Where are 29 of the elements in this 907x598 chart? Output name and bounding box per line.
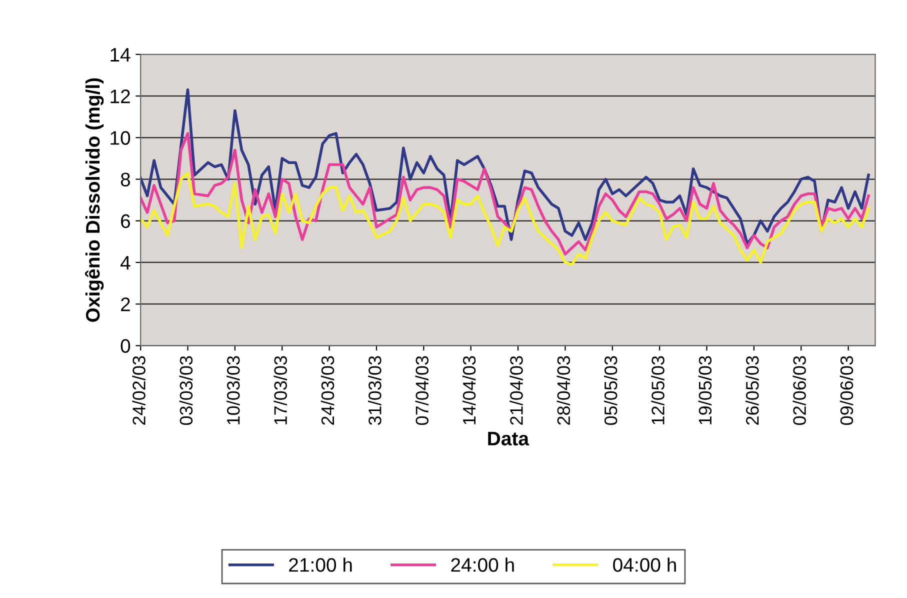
x-tick-label: 31/03/03 <box>368 356 382 425</box>
y-tick-label: 4 <box>120 256 130 270</box>
x-tick-label: 14/04/03 <box>462 356 476 424</box>
x-tick-label: 24/02/03 <box>132 356 146 425</box>
x-tick-label: 19/05/03 <box>698 356 712 424</box>
x-tick-label: 03/03/03 <box>179 356 193 425</box>
x-tick-label: 10/03/03 <box>226 356 240 424</box>
x-tick-label: 17/03/03 <box>274 356 287 424</box>
y-tick-label: 2 <box>121 298 130 312</box>
y-tick-label: 0 <box>120 339 130 353</box>
y-tick-label: 14 <box>110 48 130 62</box>
y-tick-label: 8 <box>120 172 130 186</box>
y-axis-title: Oxigênio Dissolvido (mg/l) <box>85 78 104 322</box>
x-tick-label: 09/06/03 <box>840 356 854 425</box>
x-tick-label: 02/06/03 <box>792 356 806 425</box>
x-tick-label: 21/04/03 <box>510 356 523 425</box>
y-tick-label: 12 <box>110 89 130 104</box>
x-tick-label: 28/04/03 <box>556 356 570 425</box>
x-tick-label: 07/04/03 <box>415 356 429 425</box>
x-tick-label: 05/05/03 <box>604 356 618 425</box>
legend-label: 21:00 h <box>289 558 352 572</box>
x-axis-title: Data <box>488 432 530 446</box>
legend-label: 04:00 h <box>613 558 676 572</box>
legend-label: 24:00 h <box>451 558 514 572</box>
y-tick-label: 10 <box>110 131 130 145</box>
x-tick-label: 24/03/03 <box>320 356 334 425</box>
x-tick-label: 12/05/03 <box>651 356 664 424</box>
x-tick-label: 26/05/03 <box>746 356 759 425</box>
y-tick-label: 6 <box>121 214 130 228</box>
